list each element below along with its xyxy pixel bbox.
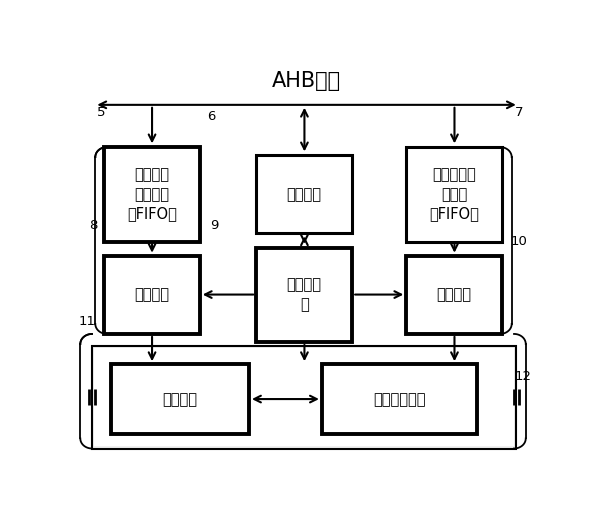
Text: 8: 8 <box>90 219 97 232</box>
Text: 运算阵列: 运算阵列 <box>163 392 197 407</box>
FancyBboxPatch shape <box>92 346 517 448</box>
FancyBboxPatch shape <box>104 147 200 242</box>
FancyBboxPatch shape <box>322 364 477 434</box>
Text: 11: 11 <box>79 315 96 328</box>
Text: 9: 9 <box>210 219 218 232</box>
FancyBboxPatch shape <box>406 147 502 242</box>
Text: 5: 5 <box>97 106 106 120</box>
FancyBboxPatch shape <box>256 247 352 342</box>
Text: 7: 7 <box>514 106 523 120</box>
Text: 循环控制
器: 循环控制 器 <box>287 277 322 312</box>
FancyBboxPatch shape <box>94 348 514 446</box>
Text: 输入先入
先出队列
（FIFO）: 输入先入 先出队列 （FIFO） <box>127 167 177 221</box>
FancyBboxPatch shape <box>256 155 352 233</box>
Text: 临时数据阵列: 临时数据阵列 <box>373 392 425 407</box>
Text: 输出选择: 输出选择 <box>437 287 472 302</box>
Text: 12: 12 <box>515 370 532 383</box>
Text: 6: 6 <box>208 110 216 123</box>
Text: AHB总线: AHB总线 <box>272 70 341 91</box>
Text: 10: 10 <box>510 235 527 248</box>
FancyBboxPatch shape <box>111 364 249 434</box>
FancyBboxPatch shape <box>406 256 502 334</box>
Text: 输入选择: 输入选择 <box>134 287 169 302</box>
FancyBboxPatch shape <box>104 256 200 334</box>
Text: 输出先入先
出队列
（FIFO）: 输出先入先 出队列 （FIFO） <box>430 167 479 221</box>
Text: 配置信息: 配置信息 <box>287 187 322 202</box>
